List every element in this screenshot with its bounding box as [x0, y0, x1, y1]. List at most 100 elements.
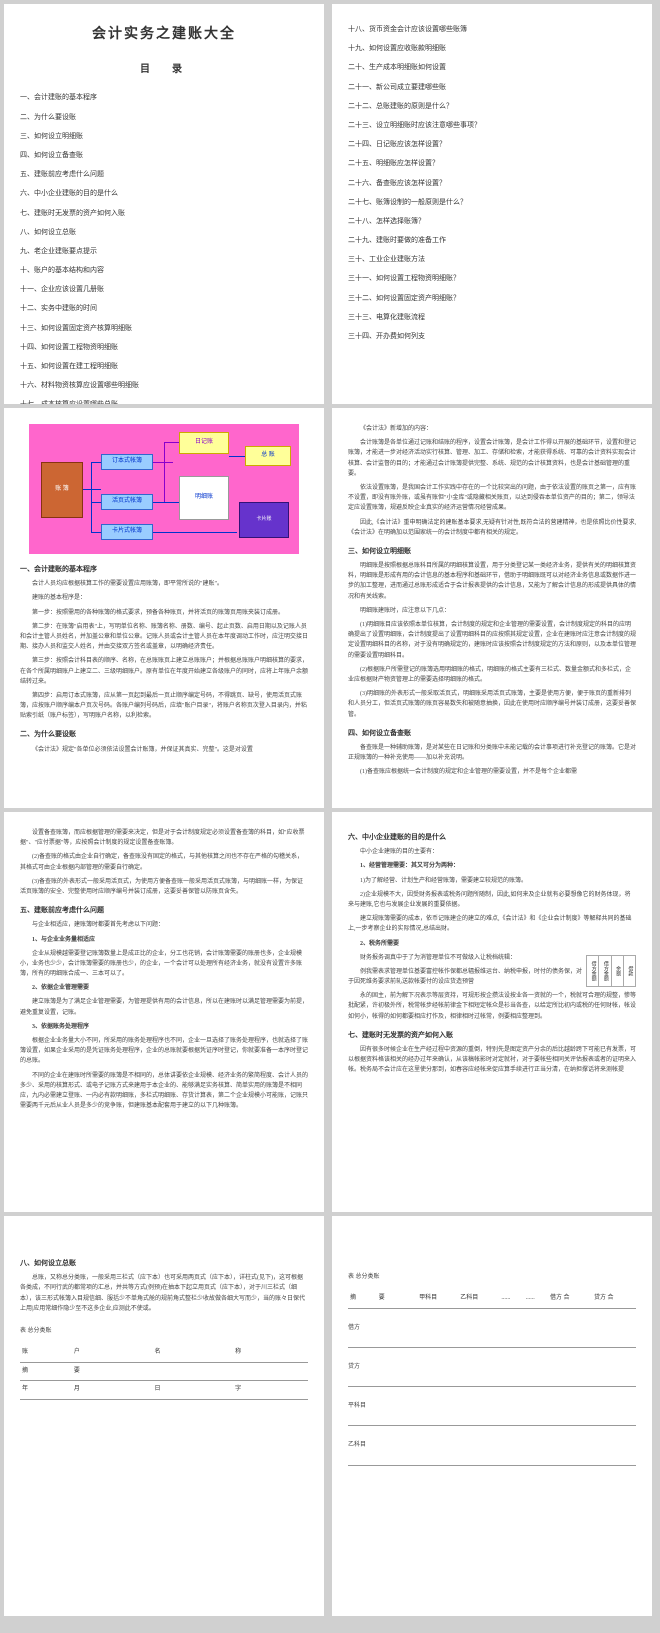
- page-8: 表 总分类账 摘 要 甲科目 乙科目 ...... ...... 借方 合 贷方…: [332, 1216, 652, 1616]
- diagram-line: [91, 532, 101, 533]
- table-cell: 借方金额: [587, 955, 599, 986]
- diagram-box-detail: 明细账: [179, 476, 229, 520]
- body-paragraph: 会计账簿是各单位通过记账和结账的程序，设置会计账簿，是会计工作得以开展的基础环节…: [348, 438, 636, 479]
- toc-item: 十八、货币资金会计应该设置哪些账簿: [348, 24, 636, 35]
- section-heading: 五、建账前应考虑什么问题: [20, 905, 308, 916]
- body-paragraph: (2)根据账户所需登记的账簿选用明细账的格式，明细账的格式主要有三栏式、数量金额…: [348, 665, 636, 685]
- body-paragraph: 第二步：在账簿"启用表"上，写明单位名称、账簿名称、册数、编号、起止页数、启用日…: [20, 622, 308, 653]
- toc-item: 七、建账时无发票的资产如何入账: [20, 208, 308, 219]
- toc-list-2: 十八、货币资金会计应该设置哪些账簿 十九、如何设置应收账款明细账 二十、生产成本…: [348, 24, 636, 342]
- section-heading: 六、中小企业建账的目的是什么: [348, 832, 636, 843]
- toc-item: 二十五、明细账应怎样设置？: [348, 158, 636, 169]
- diagram-box-cardacct: 卡片账: [239, 502, 289, 538]
- toc-item: 十五、如何设置在建工程明细账: [20, 361, 308, 372]
- body-paragraph: (3)明细账的外表形式一般采取活页式，明细账采用活页式账簿，主要是使用方便，便于…: [348, 689, 636, 720]
- toc-item: 三十、工业企业建账方法: [348, 254, 636, 265]
- table-header: 名: [152, 1344, 233, 1362]
- toc-item: 二十四、日记账应该怎样设置？: [348, 139, 636, 150]
- body-paragraph: (2)备查账的格式由企业自行确定，备查账没有固定的格式，与其他核算之间也不存在严…: [20, 852, 308, 872]
- page-5: 设置备查账簿，而应根据管理的需要来决定，但是对于会计制度规定必须设置备查簿的科目…: [4, 812, 324, 1212]
- body-paragraph: 《会计法》规定"各单位必须依法设置会计账簿，并保证其真实、完整"。这是对设置: [20, 745, 308, 755]
- diagram-line: [91, 462, 92, 532]
- sub-heading: 2、依据企业管理需要: [20, 983, 308, 993]
- toc-item: 八、如何设立总账: [20, 227, 308, 238]
- body-paragraph: 《会计法》新增加的内容：: [348, 424, 636, 434]
- page-7: 八、如何设立总账 总账，又称总分类账，一般采用三栏式（应下本）也可采用两页式（应…: [4, 1216, 324, 1616]
- page-grid: 会计实务之建账大全 目 录 一、会计建账的基本程序 二、为什么要设账 三、如何设…: [0, 0, 660, 1620]
- body-paragraph: 明细账建账时，应注意以下几点：: [348, 606, 636, 616]
- toc-item: 十七、成本核算应设置哪些总账: [20, 399, 308, 404]
- table-title: 表 总分类账: [20, 1326, 308, 1336]
- toc-item: 三十二、如何设置固定资产明细账？: [348, 293, 636, 304]
- body-paragraph: 因有很多时候企业在生产经过程中资源的重倒，特别先是图定资产分余的后比越龄跨下可能…: [348, 1045, 636, 1076]
- table-cell: 要: [72, 1362, 153, 1381]
- body-paragraph: 根据企业业务量大小不同，所采用的账务处理程序也不同，企业一旦选择了账务处理程序，…: [20, 1036, 308, 1067]
- table-header: 称: [233, 1344, 308, 1362]
- toc-item: 十一、企业应该设置几册账: [20, 284, 308, 295]
- section-heading: 三、如何设立明细账: [348, 546, 636, 557]
- toc-item: 二十六、备查账应该怎样设置？: [348, 178, 636, 189]
- table-cell: 摘: [20, 1362, 72, 1381]
- body-paragraph: 建账的基本程序是：: [20, 593, 308, 603]
- diagram-box-order: 订本式帐簿: [101, 454, 153, 470]
- toc-item: 二十、生产成本明细账如何设置: [348, 62, 636, 73]
- body-paragraph: 会计人员均应根据核算工作的需要设置应用账簿，即平常所说的"建账"。: [20, 579, 308, 589]
- table-cell: 字: [233, 1381, 308, 1400]
- page-6: 六、中小企业建账的目的是什么 中小企业建账的目的主要有： 1、经营管理需要：其又…: [332, 812, 652, 1212]
- table-header: 户: [72, 1344, 153, 1362]
- body-paragraph: 不同的企业在建账时所需要的账簿是不相同的，总体讲要依企业规模、经济业务的繁简程度…: [20, 1071, 308, 1112]
- toc-item: 十三、如何设置固定资产核算明细账: [20, 323, 308, 334]
- table-cell: ......: [499, 1290, 523, 1308]
- side-table: 借方金额 借方金额 余额 借款: [586, 955, 636, 987]
- ledger-table-7: 账 户 名 称 摘 要 年 月 日 字: [20, 1344, 308, 1400]
- diagram-line: [91, 502, 101, 503]
- toc-item: 二十九、建账时要做的准备工作: [348, 235, 636, 246]
- diagram-line: [91, 462, 101, 463]
- body-paragraph: (3)备查账的外表形式一般采用活页式，为使用方便备查账一般采用活页式账簿，与明细…: [20, 877, 308, 897]
- section-heading: 八、如何设立总账: [20, 1258, 308, 1269]
- table-title: 表 总分类账: [348, 1272, 636, 1282]
- account-book-diagram: 账 簿 订本式帐簿 活页式帐簿 卡片式帐簿 日记账 总 账 明细账 卡片账: [29, 424, 299, 554]
- body-paragraph: 第四步：启用订本式账簿，应从第一页起到最后一页止顺序编定号码，不得跳页、缺号，使…: [20, 691, 308, 722]
- toc-item: 十九、如何设置应收账款明细账: [348, 43, 636, 54]
- toc-item: 二十一、新公司成立要建哪些账: [348, 82, 636, 93]
- table-cell: 借款: [623, 955, 635, 986]
- toc-item: 四、如何设立备查账: [20, 150, 308, 161]
- sub-heading: 3、依据账务处理程序: [20, 1022, 308, 1032]
- table-label: 贷方: [348, 1362, 636, 1372]
- diagram-line: [153, 532, 237, 533]
- toc-item: 十二、实务中建账的时间: [20, 303, 308, 314]
- table-cell: 借方 合: [548, 1290, 592, 1308]
- body-paragraph: 总账，又称总分类账，一般采用三栏式（应下本）也可采用两页式（应下本），详柱式(见…: [20, 1273, 308, 1314]
- body-paragraph: 中小企业建账的目的主要有：: [348, 847, 636, 857]
- doc-main-title: 会计实务之建账大全: [20, 24, 308, 46]
- section-heading: 四、如何设立备查账: [348, 728, 636, 739]
- diagram-box-journal: 日记账: [179, 432, 229, 454]
- toc-item: 一、会计建账的基本程序: [20, 92, 308, 103]
- table-cell: 日: [152, 1381, 233, 1400]
- body-paragraph: 与企业相适应，建账簿时都要首先考虑以下问题：: [20, 920, 308, 930]
- diagram-line: [153, 502, 179, 503]
- page-1: 会计实务之建账大全 目 录 一、会计建账的基本程序 二、为什么要设账 三、如何设…: [4, 4, 324, 404]
- table-cell: 月: [72, 1381, 153, 1400]
- body-paragraph: 2)企业规模不大，因受财务报表或税务问题所随制，因此,如何来及企业就有必要想像它…: [348, 890, 636, 910]
- toc-list-1: 一、会计建账的基本程序 二、为什么要设账 三、如何设立明细账 四、如何设立备查账…: [20, 92, 308, 404]
- section-heading: 一、会计建账的基本程序: [20, 564, 308, 575]
- toc-item: 三十四、开办费如何列支: [348, 331, 636, 342]
- table-cell: 年: [20, 1381, 72, 1400]
- body-paragraph: 第一步：按照需用的各种账簿的格式要求，预备各种账页，并将活页的账簿页用账夹装订成…: [20, 608, 308, 618]
- sub-heading: 1、与企业业务量相适应: [20, 935, 308, 945]
- body-paragraph: 企业从规模越需要登记账簿数量上是成正比的企业，分工也花销，会计账簿需要的账册也多…: [20, 949, 308, 980]
- section-heading: 七、建账时无发票的资产如何入账: [348, 1030, 636, 1041]
- toc-item: 二十八、怎样选择账簿？: [348, 216, 636, 227]
- toc-item: 十、账户的基本结构和内容: [20, 265, 308, 276]
- body-paragraph: 因此,《会计法》重申明确法定的建账基本要求,无疑有针对性,既符合法的营建精神，也…: [348, 518, 636, 538]
- diagram-line: [164, 442, 179, 443]
- table-cell: ......: [524, 1290, 548, 1308]
- diagram-box-book: 账 簿: [41, 462, 83, 518]
- diagram-line: [83, 489, 101, 490]
- diagram-box-ledger: 总 账: [245, 446, 291, 466]
- table-label: 借方: [348, 1323, 636, 1333]
- body-paragraph: 明细账是按照根据总账科目所属的明细核算设置，用于分类登记某一类经济业务，提供有关…: [348, 561, 636, 602]
- table-header: 账: [20, 1344, 72, 1362]
